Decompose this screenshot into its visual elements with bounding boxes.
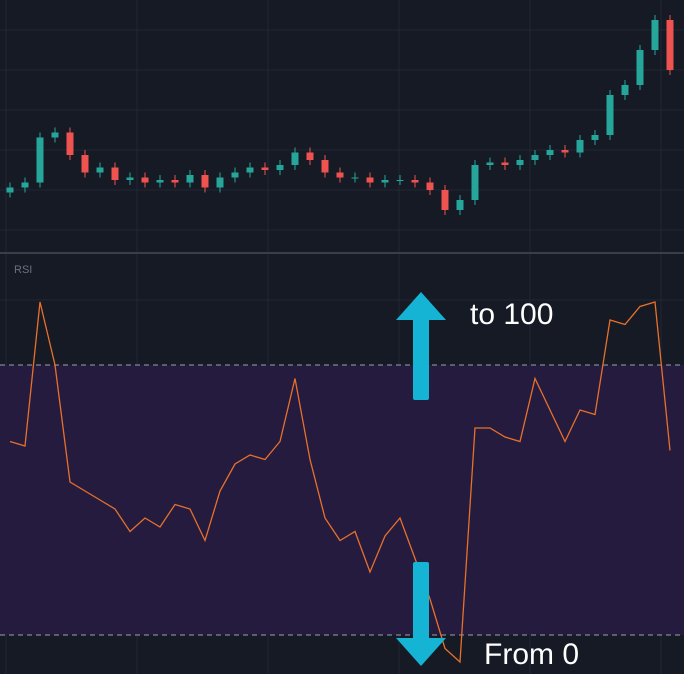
candle-body xyxy=(546,150,554,155)
candle-body xyxy=(66,132,74,155)
candle-body xyxy=(666,20,674,70)
candle-body xyxy=(636,50,644,85)
rsi-panel xyxy=(0,301,684,664)
candle-body xyxy=(606,95,614,135)
candle-body xyxy=(486,162,494,165)
panel-title: RSI xyxy=(14,264,32,276)
candle-body xyxy=(516,160,524,165)
candle-body xyxy=(336,172,344,178)
candle-body xyxy=(36,137,44,183)
candle-body xyxy=(201,175,209,188)
down-arrow xyxy=(396,562,446,666)
annotation: to 100 xyxy=(470,298,553,331)
candle-body xyxy=(351,177,359,179)
candle-body xyxy=(621,85,629,95)
candle-body xyxy=(651,20,659,50)
candle-body xyxy=(126,177,134,180)
candle-body xyxy=(411,180,419,183)
candle-body xyxy=(141,177,149,183)
candle-body xyxy=(576,140,584,153)
rsi-line xyxy=(9,301,671,664)
up-arrow xyxy=(396,292,446,400)
candle-body xyxy=(6,187,14,193)
candle-body xyxy=(501,162,509,165)
candle-body xyxy=(426,182,434,190)
candles xyxy=(6,15,674,215)
candle-body xyxy=(231,172,239,178)
candle-body xyxy=(531,155,539,160)
candle-body xyxy=(441,190,449,210)
candle-body xyxy=(291,152,299,165)
candle-body xyxy=(111,167,119,180)
candle-body xyxy=(381,180,389,183)
candle-body xyxy=(156,180,164,183)
candle-body xyxy=(471,165,479,200)
candle-body xyxy=(276,165,284,170)
candle-body xyxy=(171,180,179,183)
candle-body xyxy=(216,177,224,188)
candle-body xyxy=(186,175,194,183)
candle-body xyxy=(366,177,374,183)
candle-body xyxy=(21,182,29,188)
candle-body xyxy=(456,200,464,210)
candle-body xyxy=(246,167,254,173)
candle-body xyxy=(261,167,269,170)
candle-body xyxy=(51,132,59,138)
candle-body xyxy=(396,180,404,181)
candle-body xyxy=(306,152,314,160)
candle-body xyxy=(81,155,89,173)
annotation: From 0 xyxy=(484,638,579,671)
rsi-band xyxy=(0,365,684,635)
candle-body xyxy=(96,167,104,173)
candle-body xyxy=(591,135,599,140)
candle-body xyxy=(561,150,569,153)
candle-body xyxy=(321,160,329,173)
